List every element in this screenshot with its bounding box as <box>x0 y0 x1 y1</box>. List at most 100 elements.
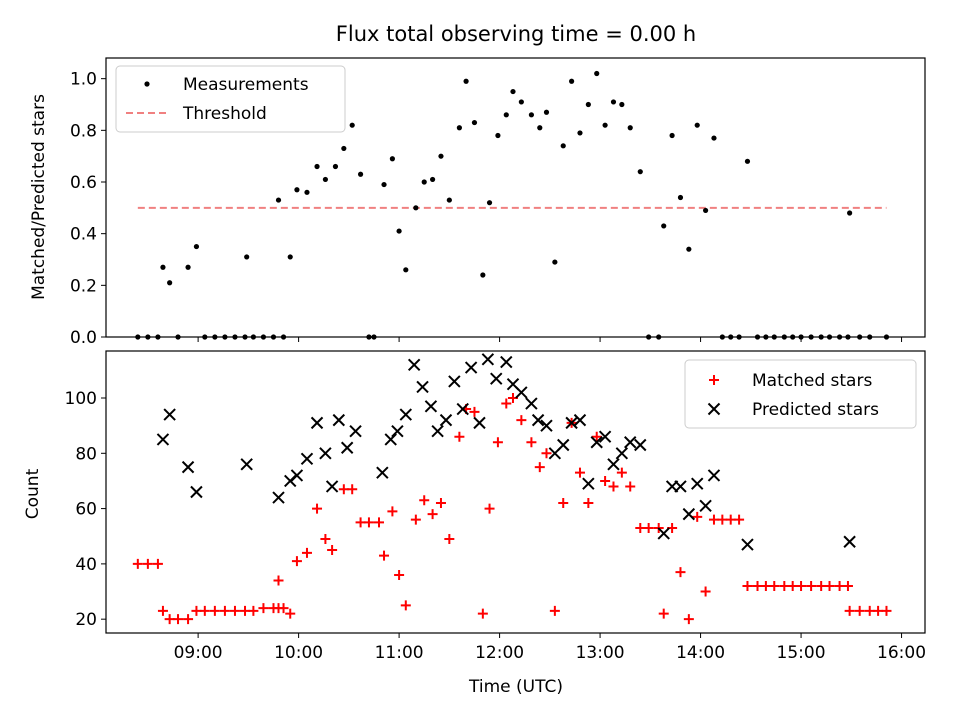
top-y-tick-label: 0.6 <box>70 173 97 193</box>
matched-star-point <box>273 603 284 614</box>
measurement-point <box>381 181 387 188</box>
measurement-point <box>167 280 173 286</box>
matched-star-point <box>574 467 585 478</box>
measurement-point <box>389 156 395 162</box>
measurement-point <box>357 171 364 177</box>
matched-star-point <box>469 406 480 417</box>
predicted-star-point <box>634 438 647 452</box>
measurement-point <box>304 189 310 195</box>
measurement-point <box>396 228 402 234</box>
predicted-star-point <box>181 460 195 474</box>
bottom-x-tick-label: 14:00 <box>676 643 725 663</box>
matched-star-point <box>796 581 807 591</box>
matched-star-point <box>734 514 745 525</box>
matched-star-point <box>683 614 694 625</box>
bottom-x-tick-label: 16:00 <box>877 643 926 663</box>
top-y-tick-label: 0.4 <box>70 225 97 245</box>
matched-star-point <box>526 437 537 448</box>
measurement-point <box>486 200 493 206</box>
matched-star-point <box>132 558 143 569</box>
predicted-star-point <box>657 527 670 540</box>
predicted-star-point <box>843 535 856 548</box>
predicted-star-point <box>424 400 438 413</box>
predicted-star-point <box>310 416 324 430</box>
predicted-star-point <box>674 480 687 493</box>
matched-star-point <box>142 558 153 569</box>
measurement-point <box>421 179 427 185</box>
measurement-point <box>185 264 191 270</box>
matched-star-point <box>410 514 421 525</box>
legend-measurements-label: Measurements <box>183 75 309 95</box>
matched-star-point <box>209 605 220 616</box>
predicted-star-point <box>163 408 176 421</box>
predicted-star-point <box>272 491 285 504</box>
matched-star-point <box>616 467 627 478</box>
matched-star-point <box>355 517 366 528</box>
predicted-star-point <box>240 458 253 471</box>
measurement-point <box>456 125 462 131</box>
measurement-point <box>543 109 550 115</box>
predicted-star-point <box>464 361 478 374</box>
bottom-x-tick-label: 13:00 <box>576 643 625 663</box>
bottom-y-tick-label: 100 <box>65 389 97 409</box>
legend-matched-label: Matched stars <box>752 371 872 391</box>
predicted-star-point <box>156 433 170 446</box>
matched-star-point <box>658 608 669 619</box>
measurement-point <box>637 169 643 175</box>
matched-star-point <box>816 581 827 591</box>
top-y-tick-label: 0.0 <box>70 328 97 348</box>
measurement-point <box>510 88 516 95</box>
matched-star-point <box>760 581 771 591</box>
measurement-point <box>702 207 709 214</box>
matched-star-point <box>285 608 296 619</box>
measurement-point <box>577 130 583 136</box>
matched-star-point <box>873 605 884 616</box>
predicted-star-point <box>376 466 389 479</box>
measurement-point <box>661 223 667 229</box>
matched-star-point <box>824 581 835 591</box>
bottom-y-axis-label: Count <box>23 468 43 519</box>
measurement-point <box>332 163 339 170</box>
predicted-star-point <box>741 538 754 551</box>
bottom-panel: 20 40 60 80 100 09:00 10:00 11:00 12:00 13:00 14:0… <box>65 350 926 663</box>
matched-star-point <box>374 517 384 528</box>
matched-star-point <box>291 556 302 567</box>
matched-star-point <box>301 547 312 558</box>
matched-star-point <box>347 484 358 495</box>
measurement-point <box>349 122 355 128</box>
bottom-x-tick-label: 09:00 <box>174 643 223 663</box>
matched-star-point <box>842 581 853 591</box>
predicted-star-point <box>481 353 495 366</box>
chart-title: Flux total observing time = 0.00 h <box>336 22 696 46</box>
legend-predicted-marker <box>707 402 721 416</box>
measurement-point <box>585 101 591 108</box>
measurement-point <box>413 205 419 211</box>
matched-star-point <box>157 605 168 616</box>
predicted-star-point <box>531 413 545 427</box>
measurement-point <box>569 78 575 84</box>
predicted-star-point <box>439 413 453 427</box>
matched-star-point <box>854 605 865 616</box>
measurement-point <box>341 145 347 152</box>
top-y-tick-label: 0.2 <box>70 276 97 296</box>
measurement-point <box>552 259 558 265</box>
matched-star-point <box>492 437 503 448</box>
matched-star-point <box>583 498 594 509</box>
matched-star-point <box>844 605 855 616</box>
measurement-point <box>495 132 501 139</box>
measurement-point <box>193 243 200 250</box>
measurement-point <box>446 197 452 203</box>
matched-star-point <box>608 481 619 492</box>
matched-star-point <box>419 495 430 506</box>
measurement-point <box>537 125 543 131</box>
predicted-star-point <box>384 433 397 446</box>
predicted-star-point <box>490 372 503 385</box>
matched-star-point <box>717 514 728 525</box>
predicted-star-point <box>565 416 578 430</box>
measurement-point <box>503 112 509 118</box>
predicted-star-point <box>598 430 612 443</box>
matched-star-point <box>363 517 374 528</box>
predicted-star-point <box>682 507 696 521</box>
bottom-x-tick-label: 15:00 <box>777 643 826 663</box>
